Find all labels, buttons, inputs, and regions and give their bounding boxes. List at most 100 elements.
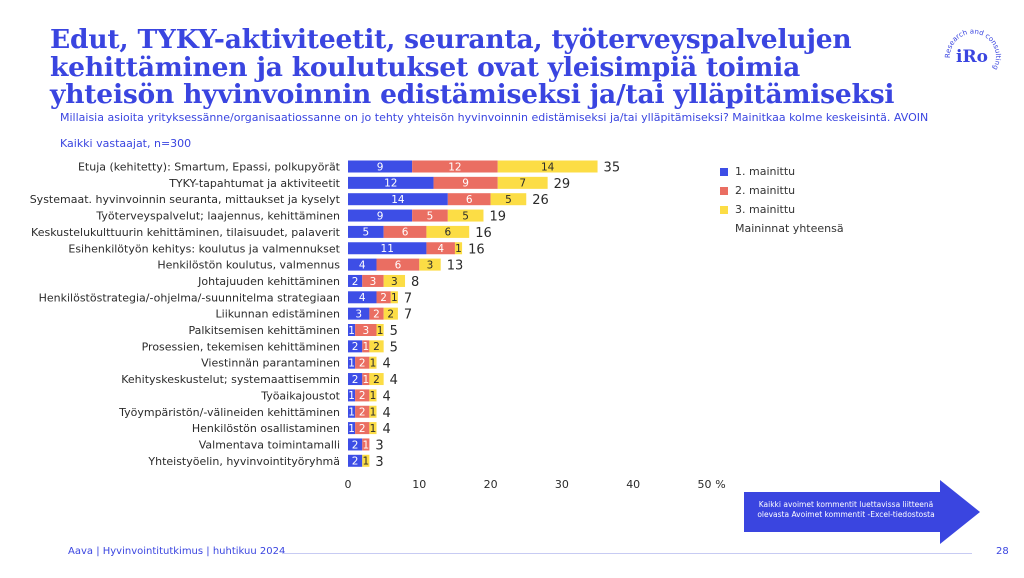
segment-label: 6	[466, 194, 473, 206]
legend-label-second: 2. mainittu	[735, 184, 796, 197]
segment-label: 2	[359, 407, 366, 419]
logo-text: iRo	[956, 47, 988, 67]
legend-label-first: 1. mainittu	[735, 165, 796, 178]
bar-segment	[348, 258, 377, 271]
segment-label: 1	[348, 390, 355, 402]
bar-segment	[362, 340, 370, 353]
bar-segment	[348, 274, 363, 287]
segment-label: 11	[381, 243, 394, 255]
stacked-bar-chart: Etuja (kehitetty): Smartum, Epassi, polk…	[30, 160, 726, 491]
total-label: 7	[404, 291, 412, 306]
segment-label: 3	[362, 325, 369, 337]
segment-label: 2	[359, 358, 366, 370]
segment-label: 2	[352, 276, 359, 288]
total-label: 3	[375, 438, 383, 453]
comments-callout-text: Kaikki avoimet kommentit luettavissa lii…	[757, 500, 935, 519]
bar-segment	[383, 274, 406, 287]
category-label: Systemaat. hyvinvoinnin seuranta, mittau…	[30, 193, 341, 206]
bar-segment	[383, 225, 427, 238]
bar-segment	[348, 225, 384, 238]
x-tick-label: 50	[698, 478, 712, 491]
iro-logo: Research and consulting iRo	[944, 27, 1002, 71]
category-label: Valmentava toimintamalli	[199, 438, 340, 451]
bar-segment	[355, 405, 370, 418]
segment-label: 1	[348, 325, 355, 337]
total-label: 5	[390, 324, 398, 339]
bar-segment	[447, 209, 484, 222]
x-axis-unit: %	[715, 478, 725, 491]
comments-callout-arrow	[744, 480, 980, 544]
x-tick-label: 10	[412, 478, 426, 491]
x-tick-label: 40	[626, 478, 640, 491]
segment-label: 9	[377, 161, 384, 173]
category-label: Liikunnan edistäminen	[216, 308, 340, 321]
category-label: Viestinnän parantaminen	[201, 357, 340, 370]
segment-label: 1	[391, 292, 398, 304]
total-label: 26	[532, 193, 549, 208]
category-label: Henkilöstöstrategia/-ohjelma/-suunnitelm…	[39, 291, 340, 304]
category-label: Henkilöstön osallistaminen	[192, 422, 340, 435]
segment-label: 2	[373, 341, 380, 353]
bar-segment	[348, 160, 413, 173]
segment-label: 4	[359, 259, 366, 271]
bar-segment	[369, 373, 384, 386]
category-label: Työympäristön/-välineiden kehittäminen	[118, 406, 340, 419]
bar-segment	[355, 356, 370, 369]
total-label: 4	[383, 422, 391, 437]
segment-label: 12	[384, 178, 397, 190]
segment-label: 1	[362, 374, 369, 386]
segment-label: 1	[348, 423, 355, 435]
bar-segment	[369, 422, 377, 435]
segment-label: 1	[348, 407, 355, 419]
segment-label: 14	[391, 194, 405, 206]
legend-total: Maininnat yhteensä	[735, 222, 844, 235]
segment-label: 3	[370, 276, 377, 288]
bar-segment	[369, 307, 384, 320]
segment-label: 1	[455, 243, 462, 255]
total-label: 7	[404, 308, 412, 323]
category-label: Johtajuuden kehittäminen	[197, 275, 340, 288]
total-label: 8	[411, 275, 419, 290]
bar-segment	[348, 193, 448, 206]
segment-label: 4	[359, 292, 366, 304]
segment-label: 2	[373, 308, 380, 320]
bar-segment	[348, 454, 363, 467]
bar-segment	[348, 389, 356, 402]
segment-label: 2	[359, 423, 366, 435]
segment-label: 2	[359, 390, 366, 402]
bar-segment	[362, 454, 370, 467]
x-tick-label: 0	[345, 478, 352, 491]
footer-text: Aava | Hyvinvointitutkimus | huhtikuu 20…	[68, 546, 286, 557]
legend-item-second: 2. mainittu	[720, 181, 844, 200]
bar-segment	[376, 291, 391, 304]
bar-segment	[497, 176, 548, 189]
segment-label: 3	[427, 259, 434, 271]
bar-segment	[348, 307, 370, 320]
bar-segment	[412, 160, 498, 173]
x-tick-label: 30	[555, 478, 569, 491]
legend-item-third: 3. mainittu	[720, 200, 844, 219]
bar-segment	[362, 438, 370, 451]
sample-size: Kaikki vastaajat, n=300	[60, 137, 192, 150]
x-tick-label: 20	[484, 478, 498, 491]
category-label: TYKY-tapahtumat ja aktiviteetit	[168, 177, 340, 190]
bar-segment	[454, 242, 463, 255]
bar-segment	[355, 324, 377, 336]
bar-segment	[412, 209, 448, 222]
total-label: 4	[383, 406, 391, 421]
segment-label: 5	[462, 210, 469, 222]
bar-segment	[369, 340, 384, 353]
bar-segment	[348, 373, 363, 386]
category-label: Yhteistyöelin, hyvinvointityöryhmä	[147, 455, 340, 468]
segment-label: 1	[348, 358, 355, 370]
category-label: Keskustelukulttuurin kehittäminen, tilai…	[31, 226, 341, 239]
total-label: 4	[383, 389, 391, 404]
legend-swatch-third	[720, 205, 728, 214]
total-label: 35	[604, 161, 621, 176]
page-title: Edut, TYKY-aktiviteetit, seuranta, työte…	[50, 24, 895, 110]
legend: 1. mainittu 2. mainittu 3. mainittu Main…	[720, 162, 844, 238]
category-label: Etuja (kehitetty): Smartum, Epassi, polk…	[78, 161, 341, 174]
segment-label: 12	[448, 161, 461, 173]
segment-label: 2	[352, 341, 359, 353]
total-label: 16	[475, 226, 492, 241]
